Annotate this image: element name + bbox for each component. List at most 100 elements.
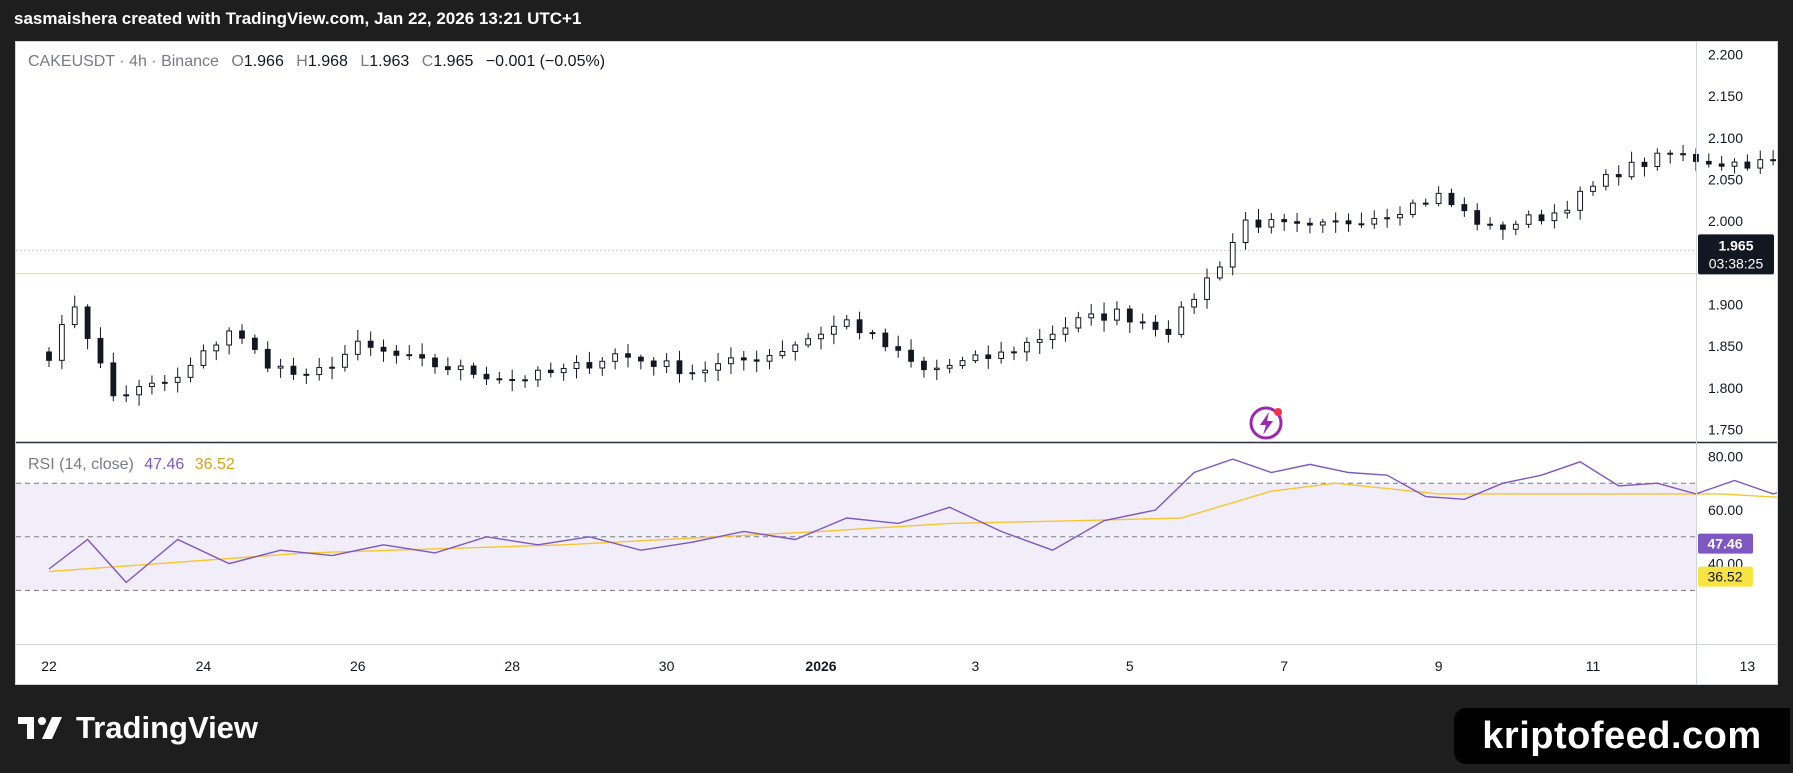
candle-body [612, 353, 619, 362]
candle-body [419, 354, 426, 359]
candle-body [290, 365, 297, 375]
candle-body [71, 306, 78, 326]
candle [715, 352, 721, 382]
candle-body [1255, 219, 1262, 228]
time-tick-label: 11 [1586, 658, 1601, 674]
symbol-name[interactable]: CAKEUSDT · 4h · Binance [28, 53, 219, 70]
candle [149, 375, 155, 395]
candle [1731, 158, 1738, 174]
candle-body [779, 350, 786, 357]
candle-body [599, 360, 606, 369]
candle [393, 344, 400, 364]
candle [1409, 199, 1416, 218]
candle-body [1577, 190, 1584, 211]
candle [264, 341, 271, 373]
candle-body [264, 348, 271, 369]
candle-body [354, 340, 361, 355]
rsi-tick-label: 80.00 [1708, 448, 1743, 464]
candle-body [1011, 351, 1017, 354]
alert-bolt-icon[interactable] [1249, 406, 1283, 440]
candle [1178, 301, 1185, 338]
candle-body [869, 332, 876, 335]
candle-body [226, 330, 233, 346]
high-label: H [296, 53, 308, 70]
candle-body [1114, 308, 1120, 321]
candle [1461, 197, 1468, 217]
rsi-legend[interactable]: RSI (14, close) 47.46 36.52 [28, 456, 235, 474]
candle-body [1049, 333, 1056, 341]
candle-body [1564, 209, 1571, 214]
candle [830, 315, 837, 345]
candle [1345, 213, 1352, 232]
candle [1525, 210, 1532, 229]
time-tick-label: 2026 [805, 658, 836, 674]
time-tick-label: 30 [659, 658, 675, 674]
candle [959, 356, 966, 369]
candle [1191, 293, 1198, 315]
candle-body [535, 369, 541, 381]
tradingview-logo-text: TradingView [76, 710, 259, 745]
candle-body [1165, 328, 1172, 335]
candle-body [406, 354, 413, 357]
candle-body [1615, 174, 1622, 178]
candle-body [1088, 313, 1095, 319]
candle-body [1461, 204, 1468, 212]
rsi-badge-value: 47.46 [1707, 536, 1742, 552]
candle-body [149, 382, 155, 388]
time-tick-label: 24 [196, 658, 212, 674]
candle-body [1075, 317, 1082, 329]
chart-canvas[interactable]: 2.200 2.150 2.100 2.050 2.000 1.900 1.850 1.800… [16, 42, 1777, 684]
candle [766, 349, 773, 370]
candle [933, 359, 940, 381]
symbol-legend[interactable]: CAKEUSDT · 4h · Binance O1.966 H1.968 L1… [28, 53, 605, 71]
candle [1101, 302, 1107, 332]
rsi-ma-value: 36.52 [194, 456, 235, 473]
candle [1075, 311, 1082, 333]
candle [908, 339, 914, 368]
candle [1538, 209, 1545, 225]
candle [239, 324, 245, 345]
time-tick-label: 26 [350, 658, 366, 674]
created-by-banner: sasmaishera created with TradingView.com… [14, 9, 582, 28]
candle [342, 345, 348, 372]
candle-body [1512, 223, 1519, 230]
candle [290, 357, 297, 380]
candle-body [1705, 160, 1712, 165]
candle-body [805, 338, 812, 346]
chart-frame[interactable]: 2.200 2.150 2.100 2.050 2.000 1.900 1.850 1.800… [15, 41, 1778, 685]
tradingview-logo[interactable]: TradingView [18, 710, 258, 746]
candle-body [213, 344, 220, 352]
time-tick-label: 3 [972, 658, 980, 674]
candle [496, 372, 503, 384]
axes-layer: 2.200 2.150 2.100 2.050 2.000 1.900 1.850 1.800… [16, 42, 1777, 684]
candle-body [1242, 219, 1249, 244]
last-price-badge-bg [1698, 234, 1774, 275]
candle-body [586, 362, 593, 369]
candle [419, 343, 426, 367]
candle-body [1718, 163, 1725, 167]
rsi-name[interactable]: RSI (14, close) [28, 456, 134, 473]
candle-body [1525, 214, 1532, 225]
candle-body [1448, 192, 1455, 206]
candle [650, 357, 657, 376]
candle [676, 350, 683, 383]
candle [1487, 217, 1493, 230]
candle [1126, 305, 1133, 333]
candle [1281, 213, 1288, 231]
rsi-ma-line [48, 482, 1777, 573]
price-tick-label: 2.050 [1708, 172, 1743, 188]
candle-body [972, 354, 979, 362]
candle [367, 331, 374, 356]
candle [226, 327, 233, 355]
time-tick-label: 9 [1435, 658, 1443, 674]
candle-body [1628, 161, 1635, 178]
low-label: L [360, 53, 370, 70]
candle-body [136, 386, 142, 396]
candle [1757, 150, 1764, 174]
candle [998, 341, 1005, 364]
candle [58, 315, 65, 370]
candle [612, 348, 619, 370]
watermark: kriptofeed.com [1454, 708, 1790, 764]
candle-body [1229, 242, 1236, 268]
candle-body [702, 369, 709, 374]
